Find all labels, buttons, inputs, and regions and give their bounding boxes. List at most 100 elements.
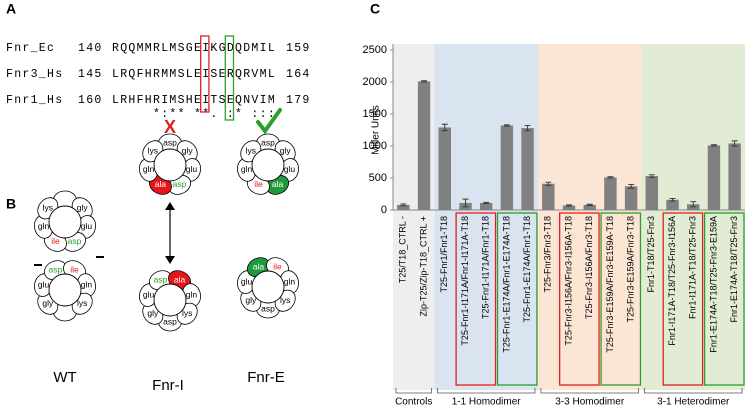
residue-label: gly — [77, 203, 89, 213]
group-label: Controls — [395, 397, 432, 408]
residue-label: gln — [241, 164, 253, 174]
bar — [707, 145, 721, 210]
residue-label: lys — [77, 298, 87, 308]
bar — [728, 143, 741, 210]
residue-label: gly — [147, 308, 159, 318]
residue-label: glu — [284, 164, 296, 174]
y-tick-label: 1000 — [363, 140, 387, 152]
residue-label: glu — [38, 279, 50, 289]
panel-label: B — [6, 196, 16, 212]
error-bar — [441, 123, 448, 132]
y-tick-label: 1500 — [363, 108, 387, 120]
residue-label: lys — [280, 295, 290, 305]
error-bar — [400, 203, 407, 207]
residue-label: glu — [241, 276, 253, 286]
sequence-end: 159 — [286, 42, 311, 55]
residue-label: gly — [280, 146, 292, 156]
bar — [562, 205, 576, 210]
variant-label: Fnr-E — [247, 369, 285, 386]
x-tick-label: T25-Fnr3-I156A/Fnr3-I156A-T18 — [563, 216, 573, 346]
x-tick-label: T25-Fnr3-E159A/Fnr3-T18 — [625, 216, 635, 323]
residue-label: gly — [182, 146, 194, 156]
y-axis-label: Miller Units — [371, 105, 382, 154]
residue-label: lys — [43, 203, 53, 213]
y-tick-label: 2500 — [363, 44, 387, 56]
x-tick-label: Fnr1-I171A-T18/T25-Fnr3-I156A — [667, 216, 677, 346]
sequence-name: Fnr3_Hs — [6, 68, 63, 81]
bar — [666, 199, 679, 210]
residue-label: gly — [245, 295, 257, 305]
residue-label: ala — [155, 179, 167, 189]
x-tick-label: T25-Fnr3-I156A/Fnr3-T18 — [584, 216, 594, 319]
label-box — [662, 212, 704, 386]
panel-label: C — [370, 1, 380, 17]
error-bar — [628, 183, 635, 189]
bar — [479, 202, 493, 210]
bar — [397, 204, 410, 210]
residue-label: asp — [173, 179, 187, 189]
highlight-box — [200, 35, 210, 113]
residue-label: ala — [272, 179, 284, 189]
y-tick-label: 0 — [381, 204, 387, 216]
x-tick-label: T25-Fnr1/Fnr1-T18 — [439, 216, 449, 293]
residue-label: lys — [182, 308, 192, 318]
residue-label: ile — [70, 264, 79, 274]
bar — [583, 204, 596, 210]
x-tick-label: T25-Fnr3/Fnr3-T18 — [543, 216, 553, 293]
group-bracket — [395, 388, 432, 394]
label-box — [703, 212, 745, 386]
error-bar — [462, 198, 469, 208]
residue-label: lys — [246, 146, 256, 156]
wheel-core — [251, 148, 285, 182]
residue-label: asp — [163, 137, 177, 147]
bar — [500, 125, 514, 210]
variant-label: Fnr-I — [152, 377, 184, 394]
bar — [604, 177, 617, 210]
sequence: LRHFHRIMSHEITSEQNVIM — [112, 94, 276, 107]
label-box — [600, 212, 642, 386]
residue-label: asp — [68, 236, 82, 246]
wheel-core — [153, 148, 187, 182]
residue-label: ile — [273, 261, 282, 271]
residue-label: ile — [254, 179, 263, 189]
x-tick-label: Fnr1-E174A-T18/T25-Fnr3 — [729, 216, 739, 323]
residue-label: gln — [143, 164, 155, 174]
x-tick-label: T25-Fnr1-E174A/Fnr1-T18 — [522, 216, 532, 323]
residue-label: ile — [51, 236, 60, 246]
error-bar — [566, 204, 572, 207]
wheel-core — [153, 283, 187, 317]
check-mark — [256, 108, 282, 135]
consensus: *:** **. :* ::: — [112, 108, 276, 121]
x-tick-label: Fnr1-E174A-T18/T25-Fnr3-E159A — [708, 216, 718, 353]
residue-label: glu — [186, 164, 198, 174]
error-bar — [669, 198, 676, 202]
error-bar — [421, 80, 428, 83]
group-bracket — [540, 388, 639, 394]
residue-label: asp — [154, 274, 168, 284]
sequence-name: Fnr_Ec — [6, 42, 55, 55]
residue-label: gln — [284, 276, 296, 286]
x-tick-label: T25-Fnr1-I171A/Fnr1-I171A-T18 — [460, 216, 470, 346]
group-bracket — [644, 388, 743, 394]
residue-label: gly — [42, 298, 54, 308]
sequence: LRQFHRMMSLEISERQRVML — [112, 68, 276, 81]
group-label: 3-3 Homodimer — [555, 397, 625, 408]
x-tick-label: Fnr1-T18/T25-Fnr3 — [646, 216, 656, 293]
residue-label: asp — [163, 316, 177, 326]
wheel-core — [48, 205, 82, 239]
x-tick-label: T25/T18_CTRL - — [398, 216, 408, 283]
bar — [438, 127, 451, 210]
group-label: 3-1 Heterodimer — [657, 397, 730, 408]
panel-label: A — [6, 1, 16, 17]
sequence-start: 160 — [78, 94, 103, 107]
group-bracket — [437, 388, 536, 394]
bar — [645, 176, 659, 210]
error-bar — [690, 201, 697, 208]
y-tick-label: 500 — [369, 172, 387, 184]
y-tick-label: 2000 — [363, 76, 387, 88]
error-bar — [648, 174, 655, 178]
residue-label: ala — [174, 274, 186, 284]
residue-label: asp — [261, 137, 275, 147]
sequence-start: 145 — [78, 68, 103, 81]
